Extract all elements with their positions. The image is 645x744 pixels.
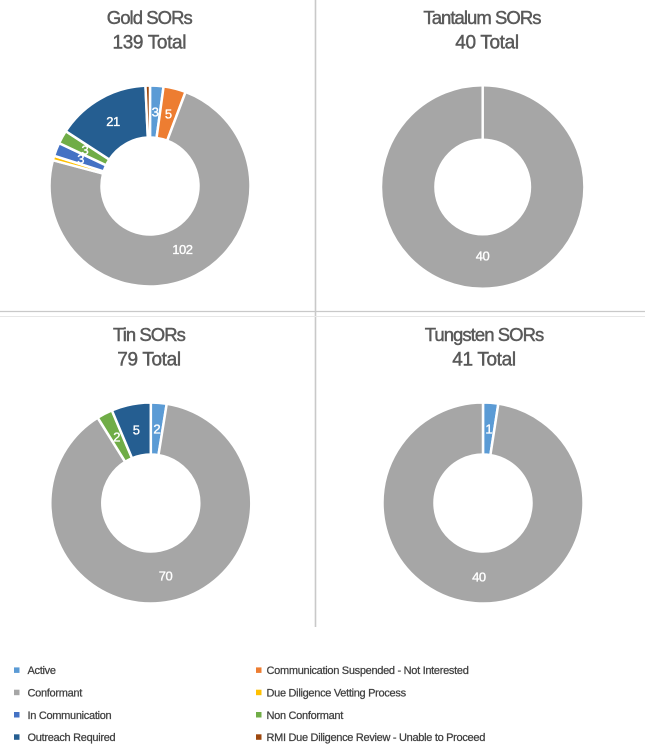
svg-text:Conformant: Conformant (28, 688, 83, 700)
svg-text:3: 3 (82, 142, 89, 157)
svg-text:5: 5 (165, 106, 172, 121)
svg-text:3: 3 (77, 152, 84, 167)
svg-text:5: 5 (133, 423, 140, 438)
svg-text:139 Total: 139 Total (112, 33, 186, 54)
svg-text:102: 102 (172, 242, 192, 257)
svg-text:Communication Suspended - Not: Communication Suspended - Not Interested (267, 665, 469, 677)
svg-text:Tin SORs: Tin SORs (113, 324, 186, 345)
svg-text:70: 70 (159, 569, 173, 584)
svg-text:40 Total: 40 Total (455, 33, 518, 54)
svg-text:In Communication: In Communication (28, 710, 112, 722)
svg-text:3: 3 (152, 104, 159, 119)
svg-text:1: 1 (485, 421, 492, 436)
svg-text:Tantalum SORs: Tantalum SORs (423, 7, 541, 28)
svg-text:40: 40 (476, 248, 490, 263)
svg-text:21: 21 (106, 114, 120, 129)
svg-text:Active: Active (28, 665, 56, 677)
svg-text:Due Diligence Vetting Process: Due Diligence Vetting Process (267, 688, 407, 700)
svg-text:Non Conformant: Non Conformant (267, 710, 344, 722)
svg-text:79 Total: 79 Total (117, 350, 180, 371)
svg-text:2: 2 (113, 429, 120, 444)
svg-text:2: 2 (153, 421, 160, 436)
svg-text:RMI Due Diligence Review - Una: RMI Due Diligence Review - Unable to Pro… (267, 732, 486, 744)
svg-text:Outreach Required: Outreach Required (28, 732, 116, 744)
svg-text:41 Total: 41 Total (452, 350, 515, 371)
svg-text:40: 40 (472, 569, 486, 584)
svg-text:Tungsten SORs: Tungsten SORs (425, 324, 544, 345)
svg-text:Gold SORs: Gold SORs (107, 7, 193, 28)
